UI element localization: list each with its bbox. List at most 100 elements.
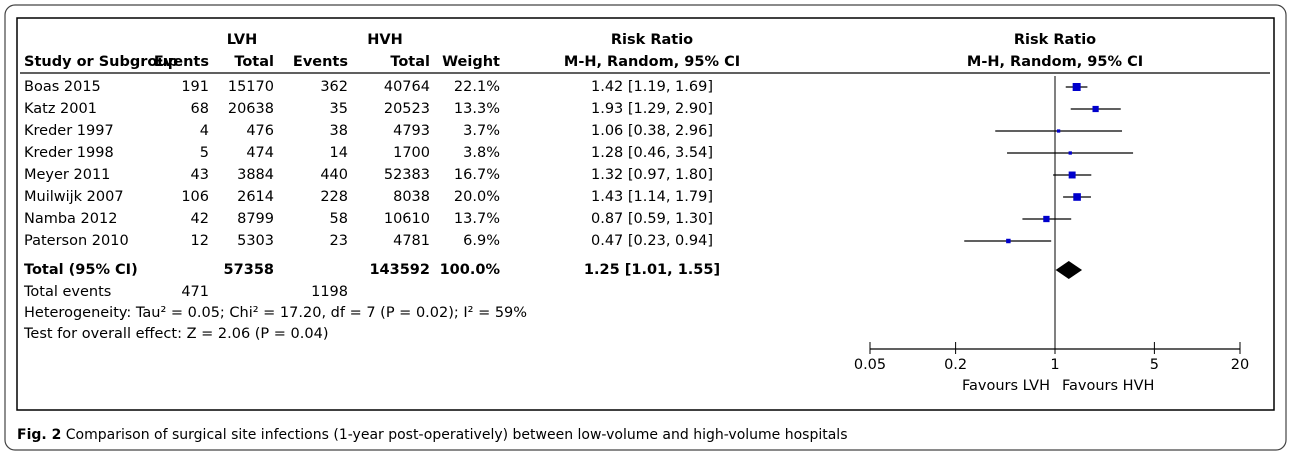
cell: 4 [200,123,209,139]
cell: 6.9% [463,233,500,249]
cell: 1.32 [0.97, 1.80] [591,167,713,183]
cell: 42 [191,211,209,227]
column-header: Weight [442,54,500,70]
x-tick-label: 20 [1231,357,1249,373]
column-header: Events [293,54,348,70]
caption-label: Fig. 2 [17,427,61,443]
cell: 3.7% [463,123,500,139]
cell: 362 [320,79,348,95]
column-header: Total [390,54,430,70]
cell: 38 [330,123,348,139]
cell: 4781 [393,233,430,249]
x-tick-label: 0.2 [944,357,967,373]
x-tick-label: 0.05 [854,357,886,373]
cell: 22.1% [454,79,500,95]
cell: Meyer 2011 [24,167,110,183]
cell: 20638 [228,101,274,117]
cell: Boas 2015 [24,79,101,95]
total-events: 471 [181,284,209,300]
cell: 40764 [384,79,430,95]
point-estimate [1043,215,1050,223]
cell: 8038 [393,189,430,205]
cell: 106 [181,189,209,205]
point-estimate [1056,129,1061,133]
cell: 1.93 [1.29, 2.90] [591,101,713,117]
heterogeneity: Heterogeneity: Tau² = 0.05; Chi² = 17.20… [24,305,527,321]
favours-right: Favours HVH [1062,378,1154,394]
cell: 8799 [237,211,274,227]
pooled-diamond [1055,261,1083,279]
cell: 191 [181,79,209,95]
cell: 5303 [237,233,274,249]
cell: 15170 [228,79,274,95]
cell: 476 [246,123,274,139]
overall-effect: Test for overall effect: Z = 2.06 (P = 0… [23,326,329,342]
column-header: Events [154,54,209,70]
cell: 1.06 [0.38, 2.96] [591,123,713,139]
cell: 12 [191,233,209,249]
cell: 4793 [393,123,430,139]
cell: Katz 2001 [24,101,97,117]
column-header: M-H, Random, 95% CI [564,54,740,70]
cell: Paterson 2010 [24,233,129,249]
point-estimate [1068,151,1072,155]
x-tick-label: 1 [1050,357,1059,373]
outer-frame [4,4,1287,451]
cell: Muilwijk 2007 [24,189,124,205]
point-estimate [1006,238,1011,244]
point-estimate [1068,171,1076,179]
cell: 1700 [393,145,430,161]
cell: 20.0% [454,189,500,205]
point-estimate [1073,193,1081,201]
cell: Kreder 1997 [24,123,114,139]
cell: 52383 [384,167,430,183]
cell: 16.7% [454,167,500,183]
total-cell: 1.25 [1.01, 1.55] [584,262,720,278]
table-frame [16,17,1275,411]
cell: 43 [191,167,209,183]
cell: 13.7% [454,211,500,227]
cell: 20523 [384,101,430,117]
total-events-label: Total events [23,284,111,300]
group-header: LVH [227,32,258,48]
total-cell: 100.0% [440,262,501,278]
cell: 0.47 [0.23, 0.94] [591,233,713,249]
cell: 5 [200,145,209,161]
cell: 1.43 [1.14, 1.79] [591,189,713,205]
column-header: Total [234,54,274,70]
favours-left: Favours LVH [962,378,1050,394]
cell: 10610 [384,211,430,227]
group-header: HVH [367,32,403,48]
cell: Namba 2012 [24,211,117,227]
cell: 14 [330,145,348,161]
column-header: M-H, Random, 95% CI [967,54,1143,70]
total-cell: 57358 [224,262,274,278]
cell: 3.8% [463,145,500,161]
caption: Fig. 2 Comparison of surgical site infec… [17,427,847,443]
x-tick-label: 5 [1150,357,1159,373]
cell: 23 [330,233,348,249]
cell: 474 [246,145,274,161]
cell: Kreder 1998 [24,145,114,161]
caption-text: Comparison of surgical site infections (… [66,427,848,443]
cell: 2614 [237,189,274,205]
point-estimate [1092,105,1099,113]
group-header: Risk Ratio [1014,32,1096,48]
cell: 440 [320,167,348,183]
cell: 68 [191,101,209,117]
point-estimate [1072,83,1081,91]
total-cell: Total (95% CI) [24,262,138,278]
group-header: Risk Ratio [611,32,693,48]
cell: 35 [330,101,348,117]
cell: 1.28 [0.46, 3.54] [591,145,713,161]
cell: 228 [320,189,348,205]
cell: 13.3% [454,101,500,117]
total-events: 1198 [311,284,348,300]
cell: 3884 [237,167,274,183]
cell: 58 [330,211,348,227]
column-header: Study or Subgroup [24,54,178,70]
total-cell: 143592 [369,262,430,278]
cell: 1.42 [1.19, 1.69] [591,79,713,95]
